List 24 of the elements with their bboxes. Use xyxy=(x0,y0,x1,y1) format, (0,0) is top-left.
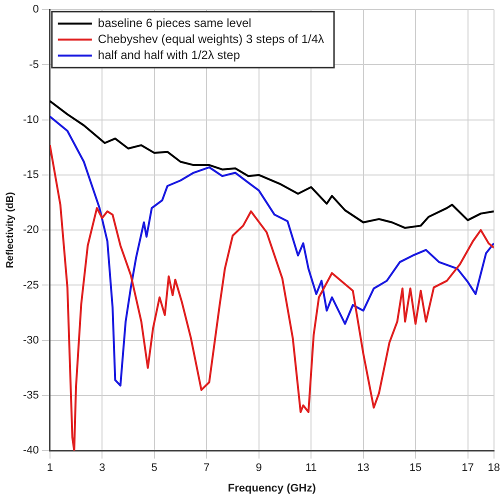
x-tick-label: 18 xyxy=(488,462,500,474)
y-tick-label: -10 xyxy=(22,114,39,126)
x-axis-title: Frequency (GHz) xyxy=(228,482,316,494)
legend-label: baseline 6 pieces same level xyxy=(98,16,252,30)
y-tick-label: -20 xyxy=(22,224,39,236)
x-tick-label: 3 xyxy=(99,462,106,474)
x-tick-label: 1 xyxy=(46,462,53,474)
y-tick-label: -35 xyxy=(22,390,39,402)
y-tick-label: 0 xyxy=(32,4,39,16)
x-tick-label: 11 xyxy=(305,462,317,474)
x-tick-label: 15 xyxy=(409,462,422,474)
legend-label: half and half with 1/2λ step xyxy=(98,48,240,62)
x-tick-label: 5 xyxy=(151,462,158,474)
y-tick-label: -15 xyxy=(22,169,39,182)
y-tick-label: -5 xyxy=(29,58,39,71)
y-tick-label: -40 xyxy=(22,444,39,457)
x-tick-label: 9 xyxy=(256,462,262,474)
x-tick-label: 7 xyxy=(204,462,210,474)
x-tick-label: 13 xyxy=(357,462,370,474)
y-axis-title: Reflectivity (dB) xyxy=(4,192,16,268)
y-tick-label: -30 xyxy=(22,334,39,346)
x-tick-label: 17 xyxy=(462,462,474,474)
legend-label: Chebyshev (equal weights) 3 steps of 1/4λ xyxy=(98,32,324,46)
y-tick-label: -25 xyxy=(22,279,39,292)
